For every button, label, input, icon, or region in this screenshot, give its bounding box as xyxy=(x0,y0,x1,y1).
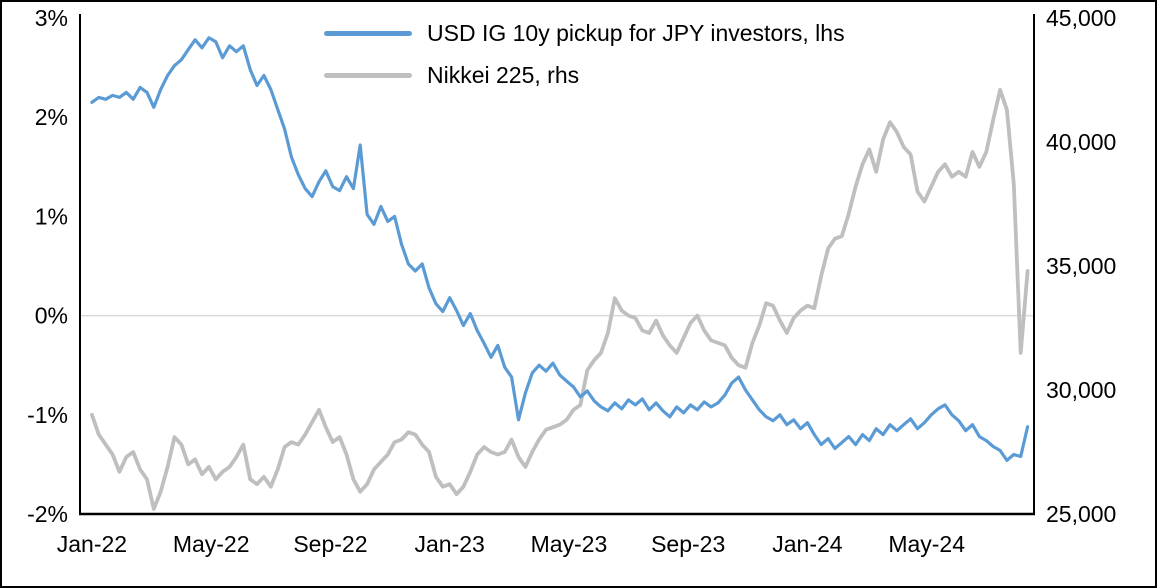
nikkei-225-line xyxy=(90,88,1030,511)
legend-item-nikkei: Nikkei 225, rhs xyxy=(324,58,845,92)
x-tick-label: Sep-23 xyxy=(651,531,725,557)
y-left-tick-label: -2% xyxy=(27,501,68,527)
y-right-tick-label: 45,000 xyxy=(1046,5,1116,31)
y-right-tick-label: 25,000 xyxy=(1046,501,1116,527)
legend-line-sample-blue xyxy=(324,30,412,36)
legend-label-usd-ig-pickup: USD IG 10y pickup for JPY investors, lhs xyxy=(427,19,845,46)
legend-item-usd-ig-pickup: USD IG 10y pickup for JPY investors, lhs xyxy=(324,16,845,50)
y-left-tick-label: 0% xyxy=(35,303,68,329)
y-left-tick-label: 2% xyxy=(35,104,68,130)
usd-ig-pickup-line xyxy=(90,36,1030,462)
y-left-tick-label: -1% xyxy=(27,402,68,428)
x-tick-label: May-23 xyxy=(531,531,608,557)
y-left-tick-label: 3% xyxy=(35,5,68,31)
y-right-tick-label: 40,000 xyxy=(1046,129,1116,155)
legend-line-sample-gray xyxy=(324,72,412,78)
x-tick-label: Jan-24 xyxy=(772,531,843,557)
y-right-tick-label: 30,000 xyxy=(1046,377,1116,403)
x-tick-label: Jan-22 xyxy=(57,531,127,557)
y-right-tick-label: 35,000 xyxy=(1046,253,1116,279)
chart-legend: USD IG 10y pickup for JPY investors, lhs… xyxy=(324,16,845,92)
x-tick-label: May-24 xyxy=(888,531,965,557)
y-left-tick-label: 1% xyxy=(35,203,68,229)
legend-label-nikkei: Nikkei 225, rhs xyxy=(427,61,580,88)
x-tick-label: May-22 xyxy=(173,531,250,557)
x-tick-label: Sep-22 xyxy=(293,531,367,557)
x-tick-label: Jan-23 xyxy=(415,531,485,557)
